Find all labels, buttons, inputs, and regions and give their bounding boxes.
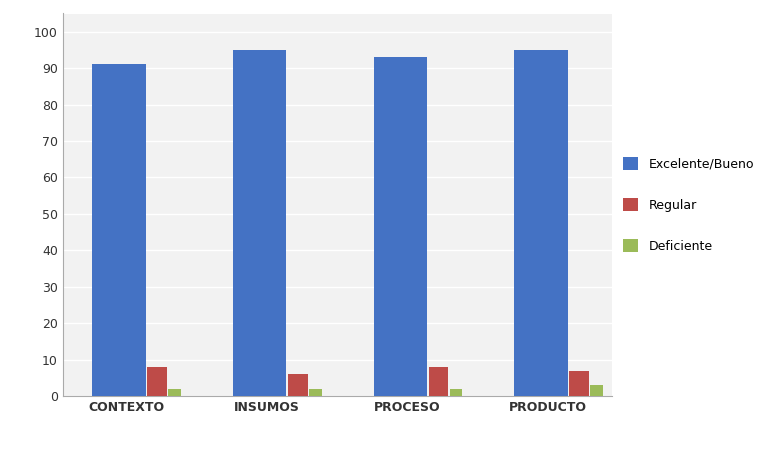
Bar xyxy=(233,50,286,396)
Bar xyxy=(169,389,181,396)
Legend: Excelente/Bueno, Regular, Deficiente: Excelente/Bueno, Regular, Deficiente xyxy=(623,157,753,253)
Bar xyxy=(569,370,589,396)
Bar xyxy=(590,385,603,396)
Bar xyxy=(288,374,307,396)
Bar xyxy=(450,389,463,396)
Bar xyxy=(429,367,448,396)
Bar xyxy=(374,57,427,396)
Bar xyxy=(514,50,568,396)
Bar xyxy=(93,64,146,396)
Bar xyxy=(309,389,321,396)
Bar xyxy=(147,367,167,396)
